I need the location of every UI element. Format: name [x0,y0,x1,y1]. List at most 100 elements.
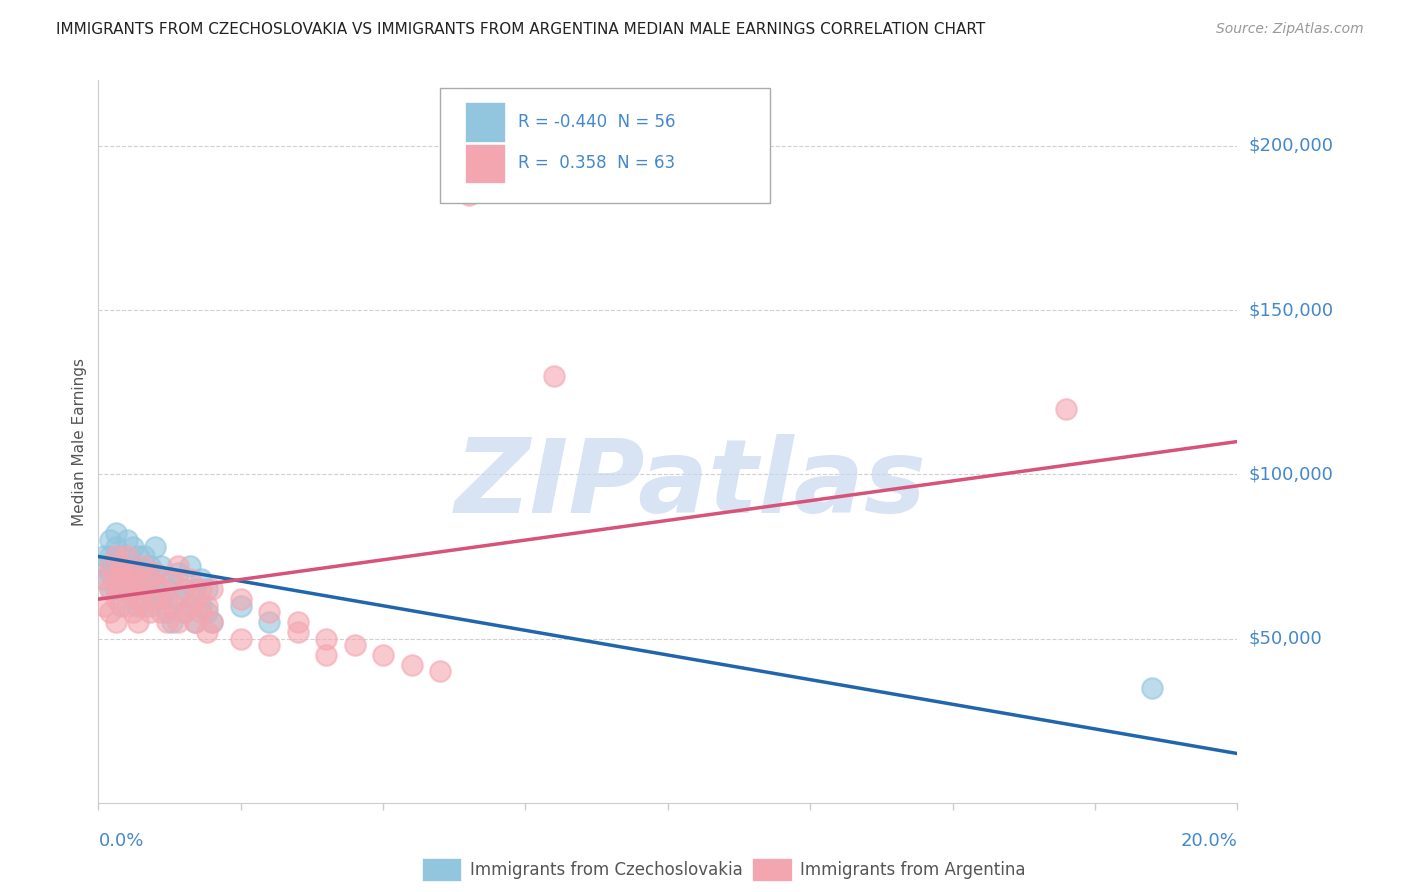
Point [229,632,252,646]
Point [104,592,127,607]
Point [98,582,121,597]
Point [115,573,138,587]
Point [110,573,132,587]
Point [195,599,218,613]
Point [93,573,115,587]
Point [1056,401,1078,416]
Point [145,540,167,554]
Point [179,573,201,587]
Point [115,533,138,547]
Point [121,559,143,574]
Point [98,582,121,597]
Point [138,599,160,613]
Point [184,615,207,630]
Point [132,559,155,574]
Point [150,582,173,597]
Point [121,582,143,597]
Point [179,559,201,574]
Point [98,605,121,619]
Point [132,582,155,597]
Point [315,648,337,662]
Point [167,566,190,580]
Point [173,605,195,619]
Point [287,625,309,640]
Point [287,615,309,630]
Point [373,648,395,662]
Point [195,625,218,640]
Point [127,592,149,607]
Point [104,566,127,580]
Point [190,582,212,597]
Point [156,605,179,619]
Point [343,638,366,652]
Point [110,566,132,580]
Point [173,605,195,619]
Point [201,582,224,597]
Text: Source: ZipAtlas.com: Source: ZipAtlas.com [1216,22,1364,37]
Point [229,599,252,613]
Point [104,582,127,597]
Point [115,549,138,564]
Point [173,582,195,597]
Point [98,559,121,574]
Point [115,599,138,613]
Point [98,533,121,547]
Point [127,573,149,587]
Point [93,573,115,587]
Point [127,573,149,587]
Point [150,605,173,619]
Point [138,605,160,619]
Point [145,566,167,580]
Point [179,599,201,613]
Point [156,582,179,597]
Text: Immigrants from Czechoslovakia: Immigrants from Czechoslovakia [470,861,742,879]
Point [184,582,207,597]
Point [315,632,337,646]
Point [98,549,121,564]
Point [195,582,218,597]
Point [115,582,138,597]
Point [132,566,155,580]
Point [190,573,212,587]
Point [457,188,479,202]
Point [104,549,127,564]
Point [150,592,173,607]
Text: 20.0%: 20.0% [1181,831,1237,850]
Point [259,615,281,630]
Y-axis label: Median Male Earnings: Median Male Earnings [72,358,87,525]
Point [201,615,224,630]
FancyBboxPatch shape [465,144,505,183]
Point [138,573,160,587]
Point [167,559,190,574]
Point [429,665,451,679]
Point [167,615,190,630]
Point [145,582,167,597]
FancyBboxPatch shape [465,103,505,142]
Point [115,566,138,580]
Text: $200,000: $200,000 [1249,137,1334,155]
Point [127,599,149,613]
Text: R = -0.440  N = 56: R = -0.440 N = 56 [517,113,675,131]
Point [110,549,132,564]
Point [184,592,207,607]
Point [110,559,132,574]
Point [121,582,143,597]
Point [259,605,281,619]
Point [150,559,173,574]
Point [132,549,155,564]
Point [138,559,160,574]
FancyBboxPatch shape [440,87,770,203]
Point [115,559,138,574]
Text: 0.0%: 0.0% [98,831,143,850]
Text: $50,000: $50,000 [1249,630,1323,648]
Point [104,615,127,630]
Point [98,566,121,580]
Point [162,573,184,587]
Point [104,573,127,587]
Text: $100,000: $100,000 [1249,466,1333,483]
Point [121,540,143,554]
Point [167,592,190,607]
Point [156,615,179,630]
Text: IMMIGRANTS FROM CZECHOSLOVAKIA VS IMMIGRANTS FROM ARGENTINA MEDIAN MALE EARNINGS: IMMIGRANTS FROM CZECHOSLOVAKIA VS IMMIGR… [56,22,986,37]
Point [156,592,179,607]
